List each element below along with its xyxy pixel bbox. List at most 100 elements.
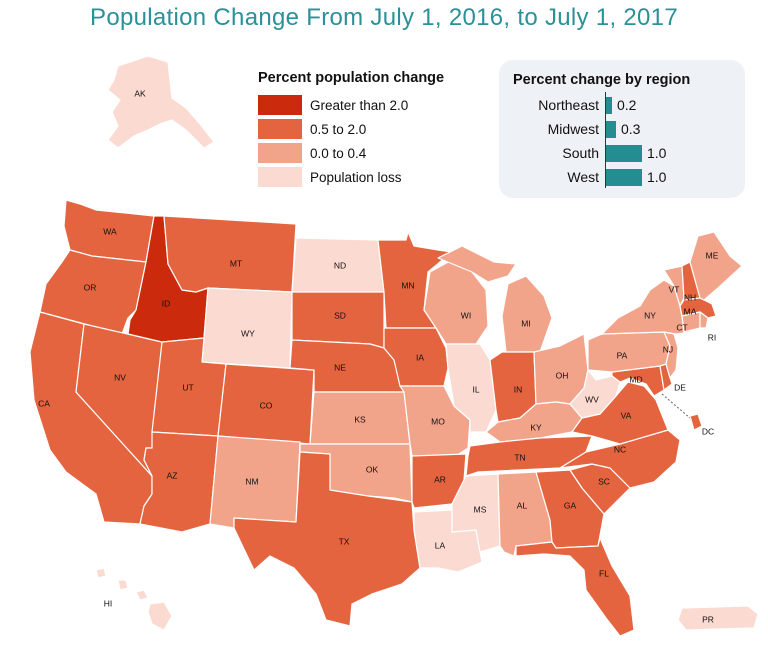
label-KY: KY xyxy=(530,422,542,432)
label-FL: FL xyxy=(599,568,609,578)
region-value: 1.0 xyxy=(647,169,667,185)
label-AK: AK xyxy=(134,88,146,98)
label-ME: ME xyxy=(706,250,719,260)
map-title: Population Change From July 1, 2016, to … xyxy=(90,4,678,31)
label-WI: WI xyxy=(461,310,471,320)
label-MS: MS xyxy=(474,504,487,514)
label-OH: OH xyxy=(556,370,569,380)
label-AL: AL xyxy=(517,500,528,510)
legend-label: 0.5 to 2.0 xyxy=(310,121,367,137)
state-NJ[interactable] xyxy=(663,331,679,379)
label-TX: TX xyxy=(339,536,350,546)
label-HI: HI xyxy=(104,598,113,608)
label-PR: PR xyxy=(702,614,714,624)
label-DE: DE xyxy=(674,382,686,392)
region-bar xyxy=(605,144,642,162)
label-IA: IA xyxy=(416,352,424,362)
state-IL[interactable] xyxy=(445,343,497,433)
legend-swatch-1 xyxy=(258,119,302,139)
label-NM: NM xyxy=(245,476,258,486)
percent-change-legend: Percent population change Greater than 2… xyxy=(258,70,444,190)
label-MD: MD xyxy=(629,374,642,384)
label-NY: NY xyxy=(644,310,656,320)
legend-item: Population loss xyxy=(258,166,444,188)
state-MO[interactable] xyxy=(399,385,471,457)
legend-swatch-0 xyxy=(258,95,302,115)
region-change-panel: Percent change by region Northeast 0.2 M… xyxy=(499,60,745,198)
label-RI: RI xyxy=(708,332,717,342)
state-NC[interactable] xyxy=(559,429,681,489)
label-OR: OR xyxy=(84,282,97,292)
label-CO: CO xyxy=(260,400,273,410)
label-IL: IL xyxy=(472,384,479,394)
region-panel-title: Percent change by region xyxy=(513,72,691,88)
legend-item: Greater than 2.0 xyxy=(258,94,444,116)
region-value: 1.0 xyxy=(647,145,667,161)
state-OR[interactable] xyxy=(39,249,147,335)
region-name: West xyxy=(567,169,599,185)
legend-item: 0.5 to 2.0 xyxy=(258,118,444,140)
label-NV: NV xyxy=(114,372,126,382)
region-value: 0.2 xyxy=(617,97,637,113)
state-DC[interactable] xyxy=(689,413,703,431)
legend-title: Percent population change xyxy=(258,70,445,86)
region-name: South xyxy=(562,145,599,161)
state-HI[interactable] xyxy=(95,567,173,631)
state-MT[interactable] xyxy=(163,215,297,293)
state-FL[interactable] xyxy=(515,537,635,637)
label-ID: ID xyxy=(162,298,171,308)
legend-label: Population loss xyxy=(310,169,402,185)
label-NE: NE xyxy=(334,362,346,372)
state-labels: AK HI PR WA OR CA NV ID MT WY UT AZ CO N… xyxy=(38,88,719,624)
label-KS: KS xyxy=(354,414,366,424)
label-VT: VT xyxy=(669,284,680,294)
label-CT: CT xyxy=(676,322,687,332)
legend-item: 0.0 to 0.4 xyxy=(258,142,444,164)
state-AZ[interactable] xyxy=(139,431,219,533)
dc-leader-line xyxy=(661,393,691,419)
region-bar xyxy=(605,120,616,138)
region-name: Midwest xyxy=(547,121,599,137)
label-IN: IN xyxy=(514,384,523,394)
label-NJ: NJ xyxy=(663,344,673,354)
state-ME[interactable] xyxy=(689,231,743,301)
legend-label: 0.0 to 0.4 xyxy=(310,145,367,161)
region-name: Northeast xyxy=(538,97,599,113)
legend-label: Greater than 2.0 xyxy=(310,97,409,113)
state-AK[interactable] xyxy=(107,55,215,149)
region-axis-line xyxy=(605,92,606,188)
label-MN: MN xyxy=(401,280,414,290)
label-GA: GA xyxy=(564,500,577,510)
label-MA: MA xyxy=(684,306,697,316)
label-CA: CA xyxy=(38,398,50,408)
label-WA: WA xyxy=(103,226,117,236)
label-SD: SD xyxy=(334,310,346,320)
label-NC: NC xyxy=(614,444,626,454)
label-NH: NH xyxy=(684,292,696,302)
state-MI[interactable] xyxy=(437,245,553,353)
legend-swatch-2 xyxy=(258,143,302,163)
label-TN: TN xyxy=(514,452,525,462)
state-PR[interactable] xyxy=(677,605,759,631)
state-PA[interactable] xyxy=(587,331,671,373)
label-VA: VA xyxy=(621,410,632,420)
label-PA: PA xyxy=(617,350,628,360)
legend-swatch-3 xyxy=(258,167,302,187)
state-MN[interactable] xyxy=(377,231,453,329)
label-UT: UT xyxy=(182,382,193,392)
label-MT: MT xyxy=(230,258,242,268)
region-bar xyxy=(605,96,612,114)
label-SC: SC xyxy=(598,476,610,486)
label-MI: MI xyxy=(521,318,530,328)
label-MO: MO xyxy=(431,416,445,426)
label-DC: DC xyxy=(702,426,714,436)
state-TX[interactable] xyxy=(233,451,421,627)
label-LA: LA xyxy=(435,540,446,550)
label-WV: WV xyxy=(585,394,599,404)
label-OK: OK xyxy=(366,464,379,474)
label-WY: WY xyxy=(241,328,255,338)
state-RI[interactable] xyxy=(699,311,709,329)
region-value: 0.3 xyxy=(621,121,641,137)
label-AR: AR xyxy=(434,474,446,484)
